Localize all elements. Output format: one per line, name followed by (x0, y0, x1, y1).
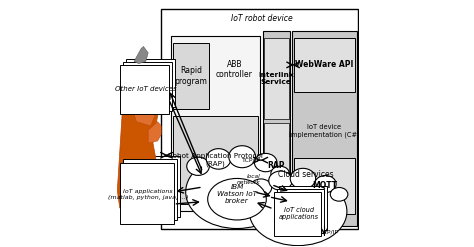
Text: RAP: RAP (267, 161, 285, 169)
FancyBboxPatch shape (126, 59, 175, 107)
Ellipse shape (315, 176, 336, 193)
FancyBboxPatch shape (276, 189, 324, 233)
Polygon shape (132, 87, 158, 126)
Ellipse shape (249, 177, 347, 246)
Text: IBM
Watson IoT
broker: IBM Watson IoT broker (217, 184, 257, 204)
Text: Interlink
Service: Interlink Service (258, 72, 294, 85)
FancyBboxPatch shape (294, 158, 355, 214)
Text: IoT device
implementation (C#): IoT device implementation (C#) (289, 124, 360, 138)
FancyBboxPatch shape (171, 36, 260, 211)
Text: WebWare API: WebWare API (295, 60, 354, 69)
Text: TCP/IP: TCP/IP (242, 158, 261, 163)
Ellipse shape (290, 168, 316, 189)
Ellipse shape (250, 179, 272, 196)
Ellipse shape (208, 178, 266, 220)
Polygon shape (148, 122, 161, 143)
FancyBboxPatch shape (294, 38, 355, 92)
Text: Cloud services: Cloud services (278, 170, 333, 179)
Ellipse shape (206, 149, 231, 169)
Polygon shape (122, 186, 158, 221)
FancyBboxPatch shape (264, 31, 290, 216)
Text: Robot Application Protocol
(RAP): Robot Application Protocol (RAP) (168, 153, 263, 167)
Text: MQTT: MQTT (312, 181, 337, 190)
Text: Other IoT devices: Other IoT devices (115, 86, 176, 92)
Text: Rapid
program: Rapid program (174, 66, 207, 85)
FancyBboxPatch shape (292, 31, 357, 226)
Text: IoT robot device: IoT robot device (230, 14, 292, 23)
Ellipse shape (187, 157, 210, 175)
Text: ABB
controller: ABB controller (216, 60, 253, 80)
Polygon shape (134, 46, 148, 64)
Text: TCP/IP: TCP/IP (320, 230, 339, 235)
Ellipse shape (255, 153, 277, 172)
FancyBboxPatch shape (123, 159, 177, 221)
Ellipse shape (269, 171, 292, 190)
FancyBboxPatch shape (264, 124, 289, 206)
Ellipse shape (330, 187, 348, 201)
Ellipse shape (271, 166, 289, 181)
FancyBboxPatch shape (173, 43, 209, 109)
FancyBboxPatch shape (120, 65, 169, 114)
Polygon shape (129, 66, 153, 94)
FancyBboxPatch shape (273, 192, 321, 236)
Polygon shape (118, 79, 160, 221)
FancyBboxPatch shape (264, 38, 289, 119)
FancyBboxPatch shape (126, 156, 180, 217)
FancyBboxPatch shape (280, 186, 327, 230)
FancyBboxPatch shape (173, 116, 258, 204)
Ellipse shape (229, 146, 255, 168)
Ellipse shape (186, 155, 288, 228)
FancyBboxPatch shape (120, 163, 173, 224)
FancyBboxPatch shape (123, 62, 172, 111)
FancyBboxPatch shape (161, 9, 358, 228)
Text: IoT applications
(matlab, python, java, ...): IoT applications (matlab, python, java, … (108, 189, 188, 200)
Text: IoT cloud
applications: IoT cloud applications (279, 207, 319, 220)
Text: local
network: local network (237, 174, 261, 185)
